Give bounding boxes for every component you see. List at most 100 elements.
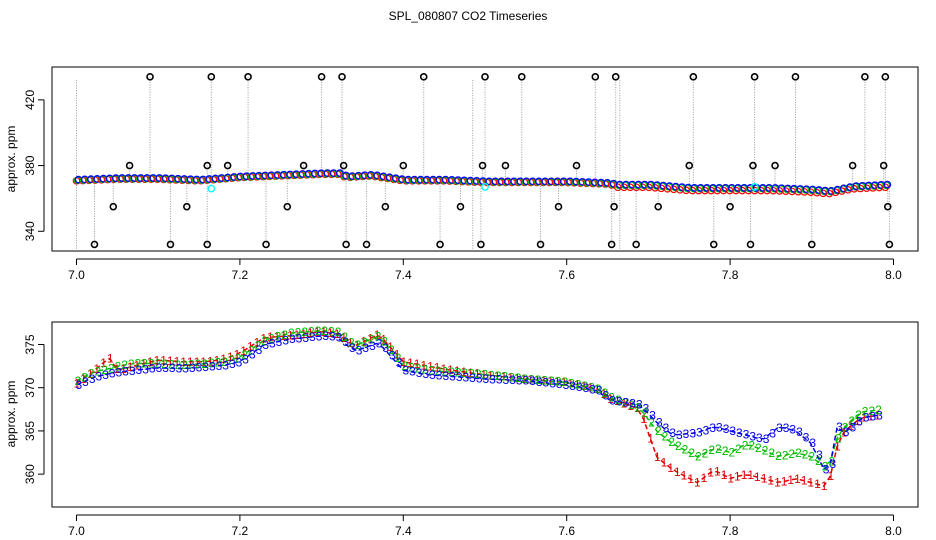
series-2-glyph: 2: [662, 430, 669, 444]
series-1-glyph: 1: [300, 327, 307, 341]
series-2-glyph: 2: [775, 449, 782, 463]
outlier-point: [419, 73, 428, 81]
outlier-point: [536, 240, 545, 249]
series-3-glyph: 3: [736, 426, 743, 440]
series-2-glyph: 2: [635, 400, 642, 414]
series-1-glyph: 1: [761, 472, 768, 486]
series-3-glyph: 3: [202, 360, 209, 374]
outlier-point: [591, 73, 600, 81]
series-1-glyph: 1: [607, 392, 614, 406]
series-2-glyph: 2: [241, 348, 248, 362]
series-3-glyph: 3: [229, 357, 236, 371]
series-3-glyph: 3: [396, 356, 403, 370]
outlier-point: [362, 240, 371, 249]
series-1-glyph: 1: [140, 357, 147, 371]
outlier-point: [342, 240, 350, 249]
series-3-glyph: 3: [716, 420, 723, 434]
series-3-glyph: 3: [129, 364, 136, 378]
series-2-glyph: 2: [855, 408, 862, 422]
series-1-glyph: 1: [367, 331, 374, 345]
series-2-glyph: 2: [228, 353, 235, 367]
series-3-glyph: 3: [656, 416, 663, 430]
series-2-glyph: 2: [468, 367, 475, 381]
series-3-glyph: 3: [876, 408, 883, 422]
series-1-glyph: 1: [601, 387, 608, 401]
bottom-plot-frame: [51, 321, 919, 508]
series-2-glyph: 2: [535, 373, 542, 387]
series-2-glyph: 2: [148, 356, 155, 370]
series-1-glyph: 1: [701, 471, 708, 485]
outlier-point: [848, 161, 857, 170]
series-2-glyph: 2: [708, 443, 715, 457]
series-1-glyph: 1: [134, 358, 141, 372]
series-3-glyph: 3: [563, 378, 570, 392]
top-y-tick-label: 340: [23, 221, 37, 241]
series-3-glyph: 3: [176, 361, 183, 375]
series-1-glyph: 1: [374, 328, 381, 342]
series-3-glyph: 3: [116, 365, 123, 379]
outlier-point: [338, 73, 346, 81]
outlier-point: [223, 161, 232, 170]
series-3-glyph: 3: [316, 329, 323, 343]
series-3-glyph: 3: [249, 348, 256, 362]
series-2-glyph: 2: [301, 325, 308, 339]
outlier-point: [183, 202, 191, 211]
trend-point-blue: [883, 180, 892, 189]
outlier-point: [299, 161, 308, 170]
outlier-point: [881, 73, 890, 81]
series-2-glyph: 2: [835, 431, 842, 445]
series-3-glyph: 3: [489, 372, 496, 386]
top-x-tick-label: 7.2: [232, 268, 249, 282]
series-3-glyph: 3: [156, 361, 163, 375]
outlier-point: [501, 161, 510, 170]
series-3-glyph: 3: [703, 423, 710, 437]
series-1-glyph: 1: [641, 412, 648, 426]
series-2-glyph: 2: [421, 363, 428, 377]
series-2-glyph: 2: [281, 328, 288, 342]
bottom-x-axis: 7.0 7.2 7.4 7.6 7.8 8.0: [68, 514, 902, 538]
series-1-glyph: 1: [460, 365, 467, 379]
series-1-glyph: 1: [100, 356, 107, 370]
series-1-glyph: 1: [394, 347, 401, 361]
bottom-x-tick-label: 8.0: [885, 524, 902, 538]
series-2-glyph: 2: [268, 332, 275, 346]
series-3-glyph: 3: [543, 376, 550, 390]
outlier-point: [109, 202, 118, 211]
series-3-glyph: 3: [643, 402, 650, 416]
series-3-glyph: 3: [576, 380, 583, 394]
series-2-glyph: 2: [702, 447, 709, 461]
series-3-glyph: 3: [529, 374, 536, 388]
series-1-glyph: 1: [334, 327, 341, 341]
series-2-glyph: 2: [828, 454, 835, 468]
series-3-glyph: 3: [609, 393, 616, 407]
series-3-glyph: 3: [322, 329, 329, 343]
series-3-glyph: 3: [476, 371, 483, 385]
top-panel: 7.0 7.2 7.4 7.6 7.8 8.0 340 380 420 approx. ppm: [4, 66, 919, 282]
series-3-glyph: 3: [669, 426, 676, 440]
series-1-glyph: 1: [240, 344, 247, 358]
series-2-glyph: 2: [735, 442, 742, 456]
series-3-glyph: 3: [369, 339, 376, 353]
outlier-point: [203, 240, 212, 249]
bottom-y-tick-label: 370: [23, 377, 37, 397]
series-1-glyph: 1: [514, 371, 521, 385]
series-2-glyph: 2: [368, 333, 375, 347]
series-1-glyph: 1: [707, 466, 714, 480]
outlier-point: [883, 202, 892, 211]
series-3-glyph: 3: [462, 370, 469, 384]
series-1-glyph: 1: [194, 355, 201, 369]
series-1-glyph: 1: [661, 455, 668, 469]
cyan-point: [481, 183, 489, 191]
series-3-glyph: 3: [289, 332, 296, 346]
series-2-glyph: 2: [161, 357, 168, 371]
top-trend-points: [72, 169, 892, 198]
series-2-glyph: 2: [588, 380, 595, 394]
series-3-glyph: 3: [783, 421, 790, 435]
series-3-glyph: 3: [236, 355, 243, 369]
series-2-glyph: 2: [195, 357, 202, 371]
outlier-point: [709, 240, 718, 249]
series-3-glyph: 3: [216, 359, 223, 373]
series-1-glyph: 1: [861, 410, 868, 424]
series-1-glyph: 1: [714, 465, 721, 479]
series-2-glyph: 2: [682, 443, 689, 457]
